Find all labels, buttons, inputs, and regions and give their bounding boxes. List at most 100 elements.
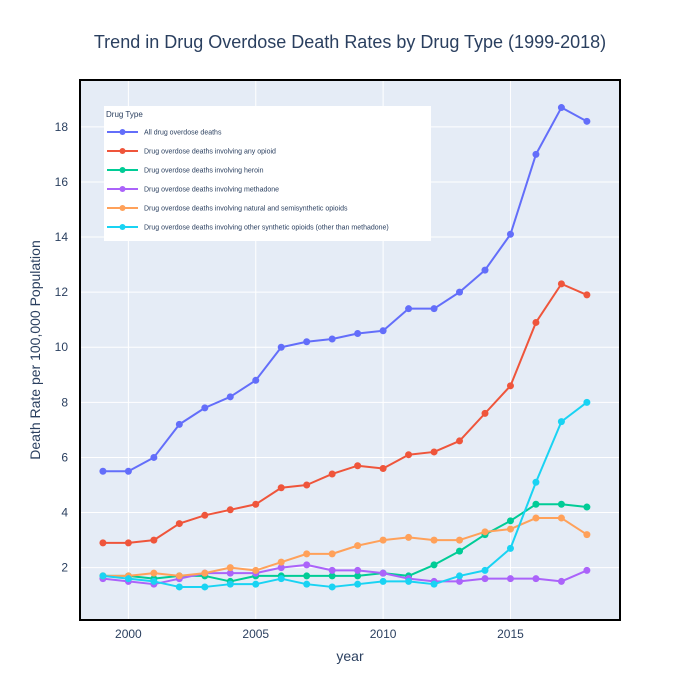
data-point [557, 500, 565, 508]
data-point [252, 566, 260, 574]
data-point [124, 539, 132, 547]
x-axis-title: year [336, 648, 364, 664]
data-point [175, 572, 183, 580]
legend-item[interactable]: Drug overdose deaths involving other syn… [107, 224, 389, 232]
series-group [99, 104, 591, 475]
data-point [328, 583, 336, 591]
data-point [532, 150, 540, 158]
data-point [99, 539, 107, 547]
data-point [226, 564, 234, 572]
data-point [456, 577, 464, 585]
data-point [354, 542, 362, 550]
data-point [456, 288, 464, 296]
data-point [201, 404, 209, 412]
legend-background [104, 106, 431, 241]
legend: Drug Type All drug overdose deaths Drug o… [104, 106, 431, 241]
data-point [557, 514, 565, 522]
data-point [379, 536, 387, 544]
legend-label: Drug overdose deaths involving heroin [144, 168, 264, 175]
data-point [405, 451, 413, 459]
legend-item[interactable]: All drug overdose deaths [107, 129, 222, 137]
x-tick-label: 2000 [115, 627, 142, 641]
data-point [328, 550, 336, 558]
data-point [252, 500, 260, 508]
chart-title: Trend in Drug Overdose Death Rates by Dr… [94, 32, 606, 52]
series-line [102, 106, 588, 473]
x-tick-label: 2015 [497, 627, 524, 641]
series-group [99, 280, 591, 547]
legend-item[interactable]: Drug overdose deaths involving any opioi… [107, 148, 276, 156]
legend-label: Drug overdose deaths involving methadone [144, 187, 279, 194]
y-tick-label: 12 [55, 285, 69, 299]
series-layer [99, 104, 591, 591]
series-group [99, 398, 591, 591]
y-tick-label: 18 [55, 120, 69, 134]
data-point [379, 569, 387, 577]
data-point [175, 420, 183, 428]
data-point [124, 467, 132, 475]
legend-label: Drug overdose deaths involving other syn… [144, 225, 389, 232]
data-point [583, 291, 591, 299]
data-point [481, 566, 489, 574]
data-point [150, 569, 158, 577]
legend-item[interactable]: Drug overdose deaths involving methadone [107, 186, 279, 194]
data-point [277, 343, 285, 351]
data-point [354, 566, 362, 574]
data-point [124, 575, 132, 583]
legend-items: All drug overdose deaths Drug overdose de… [107, 129, 389, 232]
data-point [277, 575, 285, 583]
data-point [328, 335, 336, 343]
x-tick-label: 2010 [370, 627, 397, 641]
x-tick-label: 2005 [242, 627, 269, 641]
data-point [201, 583, 209, 591]
data-point [430, 305, 438, 313]
data-point [354, 580, 362, 588]
data-point [405, 577, 413, 585]
data-point [583, 566, 591, 574]
data-point [303, 338, 311, 346]
data-point [481, 409, 489, 417]
legend-label: All drug overdose deaths [144, 130, 222, 137]
data-point [506, 525, 514, 533]
data-point [252, 580, 260, 588]
data-point [557, 418, 565, 426]
data-point [226, 569, 234, 577]
data-point [506, 382, 514, 390]
data-point [430, 536, 438, 544]
data-point [506, 517, 514, 525]
data-point [532, 500, 540, 508]
data-point [354, 462, 362, 470]
data-point [354, 329, 362, 337]
data-point [328, 470, 336, 478]
legend-swatch-marker [119, 205, 126, 211]
data-point [303, 550, 311, 558]
data-point [481, 266, 489, 274]
data-point [328, 566, 336, 574]
data-point [405, 305, 413, 313]
axis-ticks: 2000 2005 2010 2015 2 4 6 8 10 12 14 16 18 [55, 120, 525, 641]
data-point [379, 577, 387, 585]
y-tick-label: 10 [55, 340, 69, 354]
data-point [150, 536, 158, 544]
plot-frame [79, 79, 621, 621]
data-point [99, 467, 107, 475]
data-point [277, 484, 285, 492]
data-point [175, 520, 183, 528]
series-line [102, 282, 588, 544]
legend-item[interactable]: Drug overdose deaths involving natural a… [107, 205, 348, 213]
data-point [405, 533, 413, 541]
y-tick-label: 14 [55, 230, 69, 244]
data-point [99, 572, 107, 580]
legend-swatch-marker [119, 186, 126, 192]
legend-item[interactable]: Drug overdose deaths involving heroin [107, 167, 264, 175]
y-tick-label: 16 [55, 175, 69, 189]
data-point [506, 544, 514, 552]
data-point [532, 318, 540, 326]
data-point [456, 572, 464, 580]
data-point [252, 376, 260, 384]
data-point [583, 398, 591, 406]
data-point [226, 506, 234, 514]
data-point [430, 580, 438, 588]
data-point [532, 575, 540, 583]
